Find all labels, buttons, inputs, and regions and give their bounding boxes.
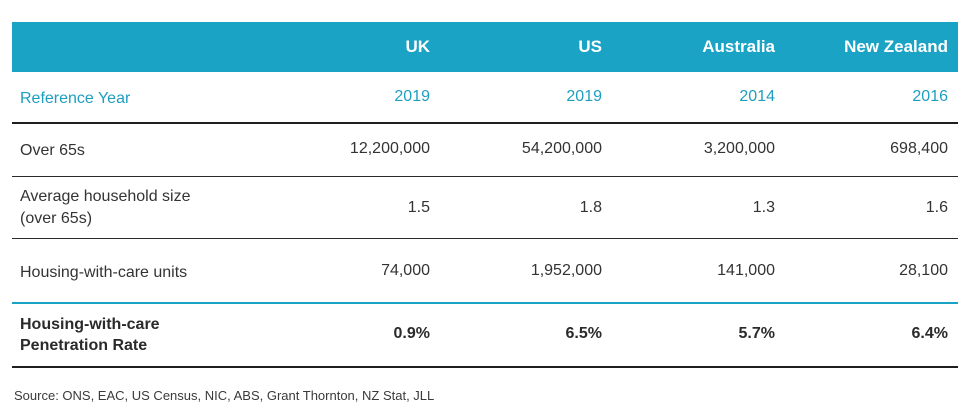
row-label-line1: Average household size [20,188,191,205]
cell-us: 54,200,000 [521,140,602,157]
row-divider [12,176,958,177]
row-divider-accent [12,302,958,304]
source-note: Source: ONS, EAC, US Census, NIC, ABS, G… [14,388,435,403]
table-row: Over 65s 12,200,000 54,200,000 3,200,000… [12,140,958,162]
header-australia: Australia [702,37,775,56]
table-bottom-rule [12,366,958,368]
row-label-line1: Housing-with-care [20,316,160,333]
header-new-zealand: New Zealand [844,37,948,56]
row-label-line2: (over 65s) [20,210,93,227]
reference-year-us: 2019 [566,88,602,105]
cell-us: 6.5% [565,325,602,342]
table-row: Average household size (over 65s) 1.5 1.… [12,186,958,230]
header-us: US [578,37,602,56]
cell-australia: 5.7% [738,325,775,342]
reference-year-row: Reference Year 2019 2019 2014 2016 [12,88,958,110]
reference-year-uk: 2019 [394,88,430,105]
header-uk: UK [405,37,430,56]
table-header-row: UK US Australia New Zealand [12,22,958,72]
cell-new-zealand: 698,400 [890,140,948,157]
cell-new-zealand: 1.6 [925,199,948,216]
row-label: Housing-with-care units [20,264,188,281]
table-row-summary: Housing-with-care Penetration Rate 0.9% … [12,314,958,358]
cell-australia: 1.3 [752,199,775,216]
cell-uk: 12,200,000 [349,140,430,157]
row-divider [12,122,958,124]
cell-uk: 0.9% [393,325,430,342]
cell-us: 1,952,000 [530,262,602,279]
reference-year-label: Reference Year [20,90,131,107]
cell-new-zealand: 28,100 [899,262,948,279]
cell-uk: 1.5 [407,199,430,216]
reference-year-australia: 2014 [739,88,775,105]
table-row: Housing-with-care units 74,000 1,952,000… [12,262,958,284]
cell-australia: 141,000 [717,262,775,279]
cell-uk: 74,000 [381,262,430,279]
cell-australia: 3,200,000 [703,140,775,157]
cell-new-zealand: 6.4% [911,325,948,342]
cell-us: 1.8 [579,199,602,216]
row-divider [12,238,958,239]
row-label-line2: Penetration Rate [20,337,148,354]
row-label: Over 65s [20,142,85,159]
reference-year-new-zealand: 2016 [912,88,948,105]
